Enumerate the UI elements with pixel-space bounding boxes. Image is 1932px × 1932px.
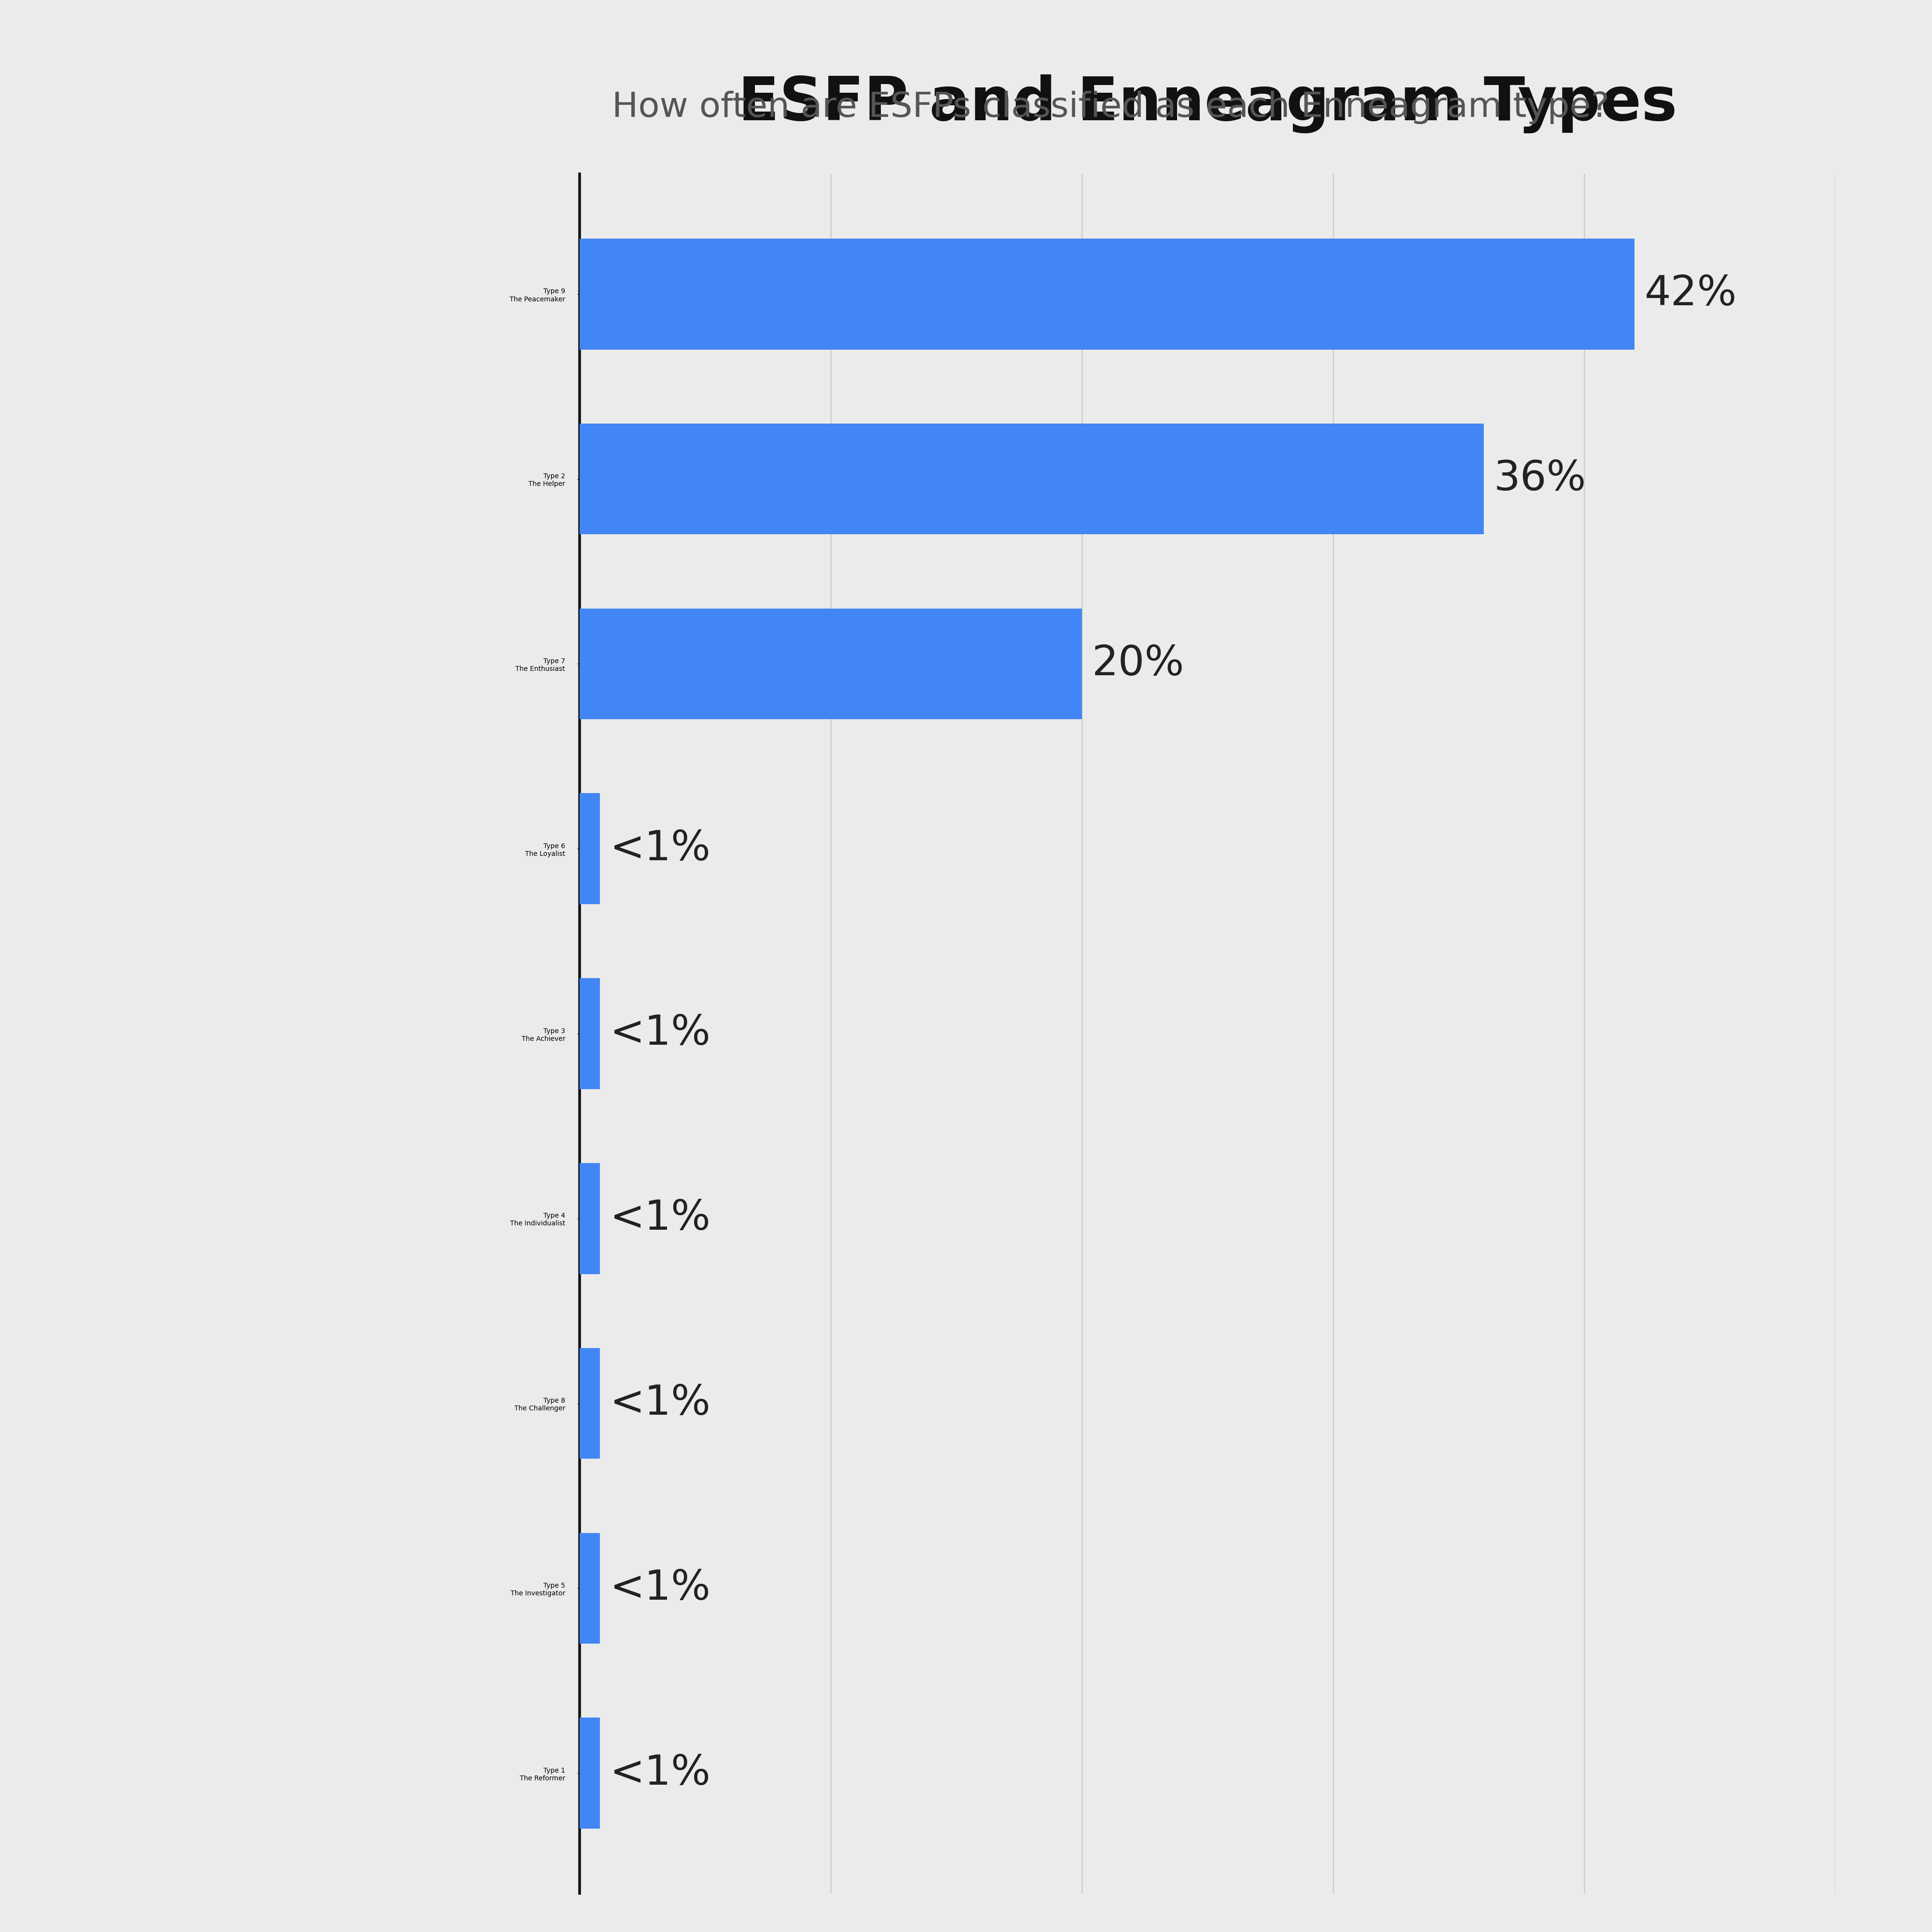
Text: 42%: 42% [1644, 274, 1737, 315]
Bar [580, 609, 1082, 719]
Bar [580, 1532, 599, 1644]
Text: <1%: <1% [611, 1569, 711, 1607]
Text: How often are ESFPs classified as each Enneagram type?: How often are ESFPs classified as each E… [612, 91, 1609, 124]
Bar [580, 1163, 599, 1273]
Bar [580, 423, 1484, 535]
Bar [580, 978, 599, 1090]
Text: <1%: <1% [611, 1014, 711, 1053]
Text: 36%: 36% [1493, 460, 1586, 498]
Text: 20%: 20% [1092, 643, 1184, 684]
Bar [580, 1718, 599, 1830]
Bar [580, 1349, 599, 1459]
Bar [580, 794, 599, 904]
Bar [580, 238, 1634, 350]
Text: <1%: <1% [611, 1752, 711, 1793]
Title: ESFP and Enneagram Types: ESFP and Enneagram Types [738, 73, 1677, 133]
Text: <1%: <1% [611, 1198, 711, 1238]
Text: <1%: <1% [611, 1383, 711, 1424]
Text: <1%: <1% [611, 829, 711, 869]
